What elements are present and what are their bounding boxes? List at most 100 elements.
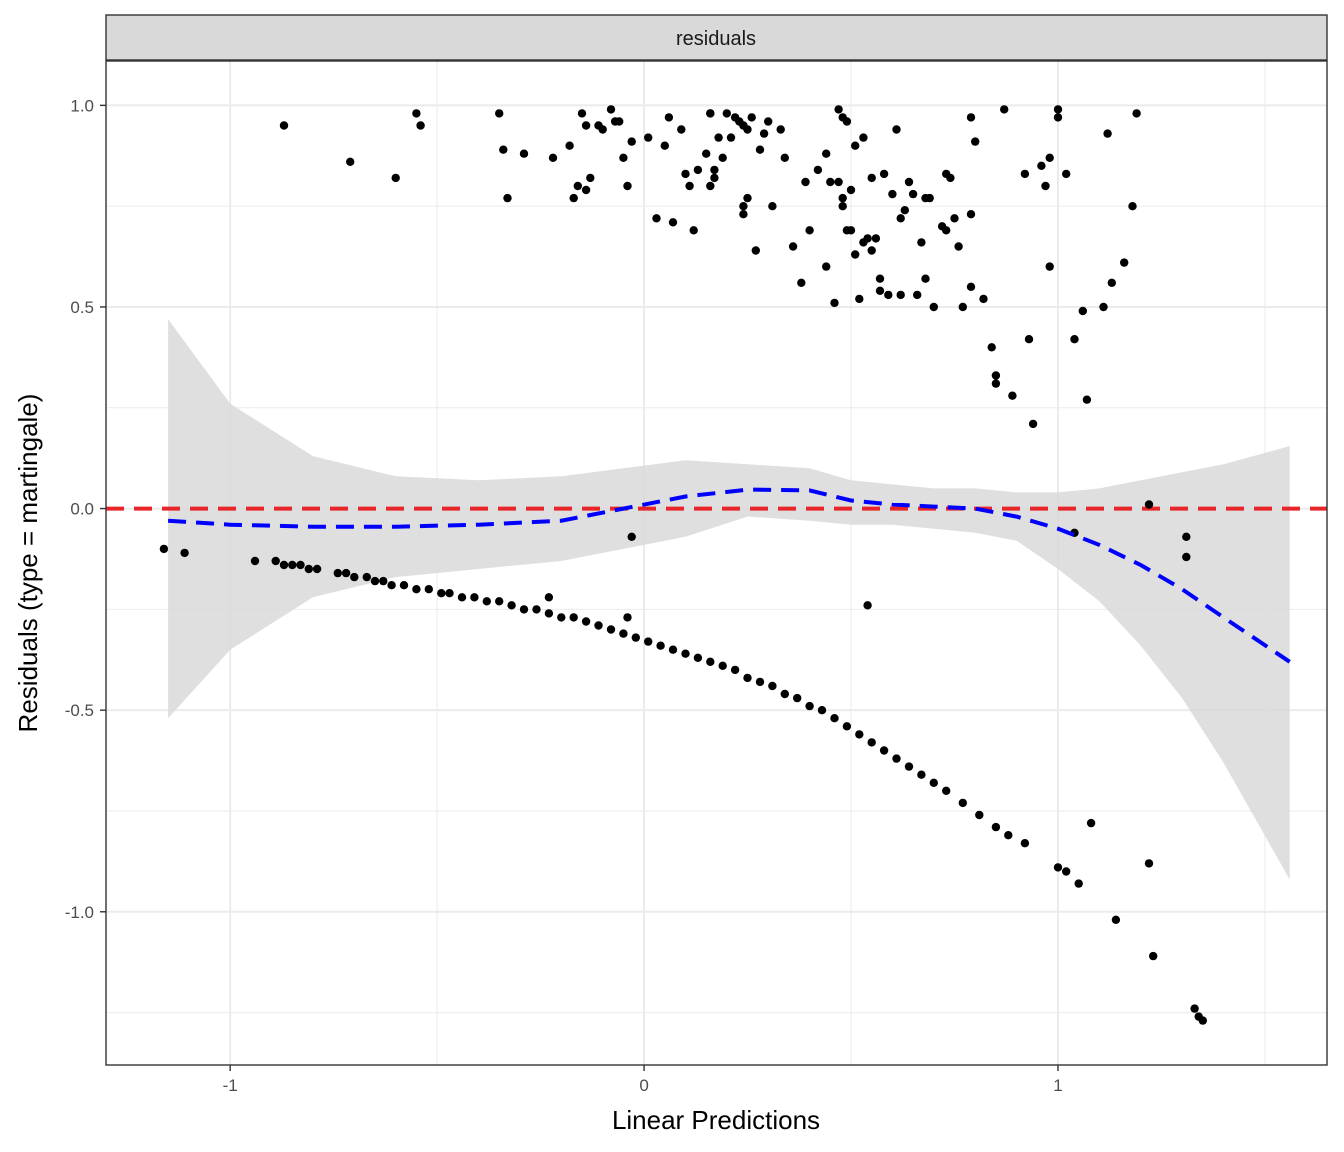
y-tick-label: -0.5 xyxy=(65,701,94,720)
data-point xyxy=(710,173,719,183)
data-point xyxy=(863,234,872,243)
data-point xyxy=(619,629,628,638)
data-point xyxy=(1053,113,1063,122)
data-point xyxy=(1198,1016,1208,1025)
data-point xyxy=(718,661,727,670)
data-point xyxy=(660,141,669,150)
data-point xyxy=(693,165,703,175)
data-point xyxy=(557,613,566,622)
data-point xyxy=(677,125,686,134)
data-point xyxy=(350,572,359,582)
data-point xyxy=(370,576,380,586)
data-point xyxy=(627,137,636,146)
data-point xyxy=(971,137,980,146)
data-point xyxy=(391,173,400,183)
data-point xyxy=(362,572,371,582)
data-point xyxy=(1144,500,1154,509)
data-point xyxy=(768,681,777,691)
x-axis-title: Linear Predictions xyxy=(612,1105,820,1135)
data-point xyxy=(1070,335,1079,344)
data-point xyxy=(1074,879,1083,888)
data-points xyxy=(159,105,1208,1025)
data-point xyxy=(689,226,698,235)
data-point xyxy=(1045,153,1054,162)
x-tick-label: 1 xyxy=(1053,1076,1062,1095)
data-point xyxy=(950,214,959,223)
x-tick-label: -1 xyxy=(223,1076,238,1095)
data-point xyxy=(445,589,454,598)
data-point xyxy=(548,153,558,162)
data-point xyxy=(718,153,727,162)
data-point xyxy=(271,556,280,566)
data-point xyxy=(296,560,305,570)
data-point xyxy=(975,810,984,820)
y-tick-label: 1.0 xyxy=(70,96,94,115)
data-point xyxy=(581,185,591,195)
data-point xyxy=(1053,863,1063,872)
data-point xyxy=(813,165,823,175)
data-point xyxy=(913,290,922,300)
data-point xyxy=(619,153,628,162)
data-point xyxy=(979,294,988,304)
data-point xyxy=(851,250,860,259)
data-point xyxy=(507,601,516,610)
data-point xyxy=(991,379,1001,388)
data-point xyxy=(917,238,926,247)
data-point xyxy=(991,822,1001,832)
smooth-line xyxy=(167,487,1291,664)
data-point xyxy=(668,218,678,227)
data-point xyxy=(892,125,901,134)
data-point xyxy=(942,226,951,235)
data-point xyxy=(867,246,876,255)
data-point xyxy=(755,677,765,687)
data-point xyxy=(904,177,914,187)
data-point xyxy=(499,145,508,154)
data-point xyxy=(279,560,289,570)
data-point xyxy=(917,770,926,779)
data-point xyxy=(946,173,955,183)
data-point xyxy=(751,246,760,255)
data-point xyxy=(544,609,554,618)
data-point xyxy=(656,641,665,650)
data-point xyxy=(470,593,479,602)
data-point xyxy=(437,589,446,598)
data-point xyxy=(346,157,355,166)
data-point xyxy=(586,173,595,183)
data-point xyxy=(631,633,640,642)
data-point xyxy=(706,109,715,118)
data-point xyxy=(581,121,591,130)
data-point xyxy=(875,274,885,283)
data-point xyxy=(966,210,976,219)
data-point xyxy=(623,181,632,191)
data-point xyxy=(851,141,860,150)
data-point xyxy=(1000,105,1009,114)
data-point xyxy=(879,169,889,179)
data-point xyxy=(834,177,843,187)
data-point xyxy=(1041,181,1050,191)
data-point xyxy=(702,149,711,158)
data-point xyxy=(788,242,798,251)
data-point xyxy=(780,689,789,699)
data-point xyxy=(942,786,951,795)
data-point xyxy=(681,169,690,179)
data-point xyxy=(503,193,512,203)
data-point xyxy=(888,189,897,199)
data-point xyxy=(863,601,872,610)
data-point xyxy=(519,149,529,158)
data-point xyxy=(1182,552,1191,562)
data-point xyxy=(615,117,624,126)
data-point xyxy=(805,701,814,711)
data-point xyxy=(925,193,934,203)
data-point xyxy=(987,343,996,352)
data-point xyxy=(747,113,756,122)
data-point xyxy=(867,173,876,183)
x-axis: -1 0 1 xyxy=(223,1065,1063,1095)
data-point xyxy=(1045,262,1054,271)
facet-strip: residuals xyxy=(105,14,1328,61)
grid-lines xyxy=(106,61,1327,1065)
data-point xyxy=(855,294,864,304)
data-point xyxy=(706,657,715,666)
data-point xyxy=(288,560,297,570)
data-point xyxy=(652,214,661,223)
data-point xyxy=(304,564,313,574)
